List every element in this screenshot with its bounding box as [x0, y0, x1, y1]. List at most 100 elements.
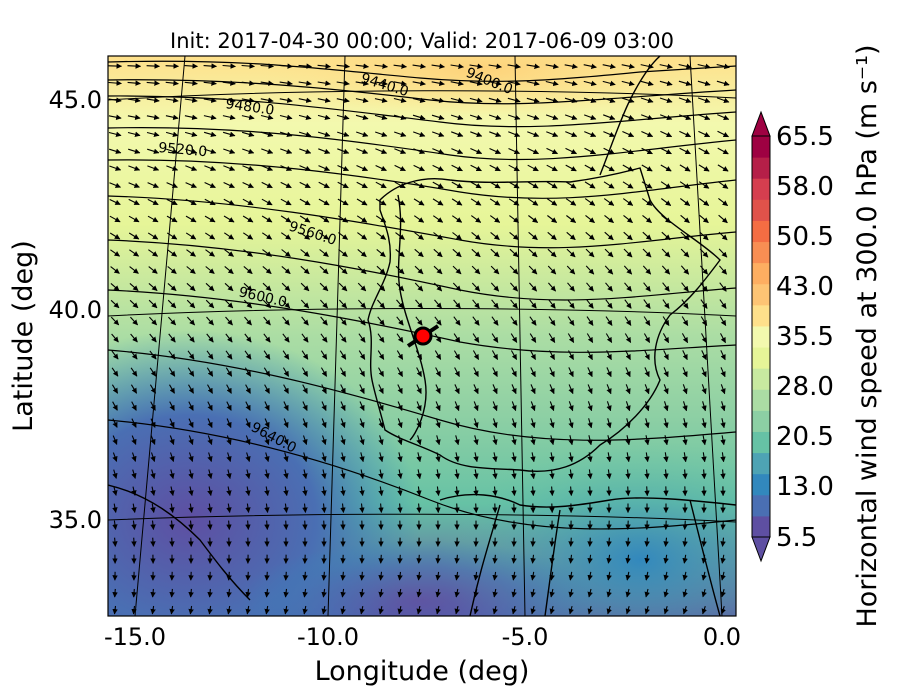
wind-arrow [223, 232, 235, 240]
wind-arrow [606, 384, 612, 395]
wind-arrow [109, 199, 121, 205]
wind-arrow [397, 435, 403, 446]
wind-arrow [226, 571, 232, 581]
wind-arrow [641, 198, 653, 206]
wind-arrow [565, 198, 577, 206]
wind-arrow [321, 520, 327, 530]
wind-arrow [340, 401, 346, 412]
wind-arrow [245, 503, 251, 513]
wind-arrow [697, 63, 711, 70]
wind-arrow [299, 165, 312, 171]
wind-arrow [451, 148, 464, 154]
wind-arrow [605, 299, 613, 309]
contour-line [108, 195, 736, 249]
wind-arrow [587, 350, 593, 361]
wind-arrow [321, 435, 327, 446]
wind-arrow [682, 571, 688, 581]
wind-arrow [547, 231, 557, 241]
wind-arrow [682, 537, 688, 547]
colorbar-tick-label: 65.5 [776, 122, 834, 152]
wind-arrow [567, 333, 575, 343]
wind-arrow [317, 63, 331, 69]
wind-arrow [644, 486, 650, 497]
wind-arrow [568, 350, 574, 360]
wind-arrow [489, 198, 501, 206]
wind-arrow [454, 469, 460, 480]
wind-arrow [245, 571, 251, 581]
wind-arrow [207, 401, 213, 411]
wind-arrow [701, 435, 707, 446]
wind-arrow [682, 520, 688, 530]
wind-arrow [678, 63, 692, 70]
wind-arrow [378, 452, 384, 463]
wind-arrow [416, 384, 422, 394]
wind-arrow [530, 367, 536, 378]
wind-arrow [222, 97, 236, 103]
wind-arrow [338, 282, 348, 292]
x-axis-label: Longitude (deg) [315, 656, 530, 687]
wind-arrow [224, 282, 234, 292]
wind-arrow [375, 131, 388, 137]
wind-arrow [473, 503, 479, 514]
wind-arrow [355, 97, 369, 103]
colorbar-swatch [752, 262, 770, 285]
wind-arrow [320, 350, 328, 360]
wind-arrow [169, 401, 175, 411]
wind-arrow [317, 114, 331, 120]
wind-arrow [131, 537, 137, 547]
wind-arrow [565, 147, 577, 155]
wind-arrow [397, 503, 403, 514]
wind-arrow [283, 486, 289, 497]
wind-arrow [110, 299, 120, 309]
wind-arrow [624, 282, 632, 292]
wind-arrow [510, 333, 518, 343]
wind-arrow [585, 231, 595, 241]
wind-arrow [641, 181, 653, 189]
wind-arrow [680, 248, 690, 258]
wind-arrow [302, 418, 308, 429]
wind-arrow [264, 588, 270, 598]
grid-parallel [108, 513, 736, 523]
wind-arrow [720, 333, 726, 344]
wind-arrow [264, 486, 270, 497]
y-tick-label: 35.0 [49, 506, 102, 534]
wind-arrow [129, 249, 140, 257]
map-panel: 9400.0 9440.0 9480.0 9520.0 9560.0 9600.… [108, 56, 736, 616]
wind-arrow [319, 282, 329, 292]
contour-line [108, 349, 736, 441]
wind-arrow [643, 282, 651, 292]
wind-arrow [395, 265, 405, 275]
wind-arrow [566, 215, 577, 223]
wind-arrow [393, 114, 407, 121]
wind-arrow [207, 418, 213, 429]
wind-arrow [128, 215, 140, 223]
wind-arrow [489, 131, 502, 137]
wind-arrow [431, 80, 445, 86]
wind-arrow [435, 452, 441, 463]
wind-arrow [717, 114, 730, 121]
wind-arrow [435, 605, 441, 615]
wind-arrow [720, 469, 726, 480]
wind-arrow [492, 588, 498, 598]
wind-arrow [226, 469, 232, 480]
wind-arrow [720, 384, 726, 395]
colorbar: 65.5 58.0 50.5 43.0 35.5 28.0 20.5 13.0 … [751, 44, 883, 628]
contour-line [108, 60, 736, 82]
wind-arrow [283, 418, 289, 429]
wind-arrow [356, 131, 369, 137]
wind-arrow [281, 282, 291, 292]
wind-arrow [492, 486, 498, 497]
wind-arrow [546, 131, 559, 137]
wind-arrow [642, 214, 652, 224]
wind-arrow [549, 384, 555, 395]
wind-arrow [226, 452, 232, 463]
wind-arrow [264, 605, 270, 615]
wind-arrow [340, 605, 346, 615]
wind-arrow [603, 114, 616, 121]
wind-arrow [188, 435, 194, 446]
wind-arrow [244, 316, 252, 326]
wind-arrow [110, 282, 120, 292]
wind-arrow [625, 418, 631, 429]
wind-arrow [226, 435, 232, 446]
